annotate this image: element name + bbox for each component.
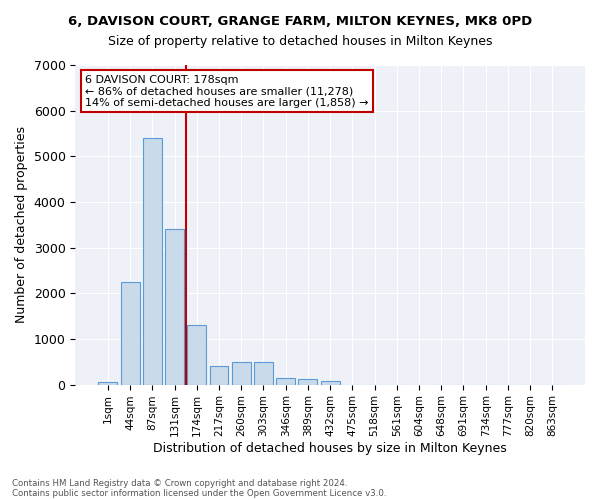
Text: Contains public sector information licensed under the Open Government Licence v3: Contains public sector information licen… <box>12 488 386 498</box>
Bar <box>298 379 317 384</box>
Bar <box>276 378 295 384</box>
Text: Contains HM Land Registry data © Crown copyright and database right 2024.: Contains HM Land Registry data © Crown c… <box>12 478 347 488</box>
Bar <box>165 230 184 384</box>
Bar <box>187 325 206 384</box>
Text: 6, DAVISON COURT, GRANGE FARM, MILTON KEYNES, MK8 0PD: 6, DAVISON COURT, GRANGE FARM, MILTON KE… <box>68 15 532 28</box>
Y-axis label: Number of detached properties: Number of detached properties <box>15 126 28 324</box>
Bar <box>143 138 162 384</box>
Bar <box>209 366 229 384</box>
Text: Size of property relative to detached houses in Milton Keynes: Size of property relative to detached ho… <box>108 35 492 48</box>
X-axis label: Distribution of detached houses by size in Milton Keynes: Distribution of detached houses by size … <box>153 442 507 455</box>
Bar <box>254 362 273 384</box>
Bar <box>98 382 118 384</box>
Bar <box>232 362 251 384</box>
Bar <box>121 282 140 384</box>
Bar <box>320 381 340 384</box>
Text: 6 DAVISON COURT: 178sqm
← 86% of detached houses are smaller (11,278)
14% of sem: 6 DAVISON COURT: 178sqm ← 86% of detache… <box>85 74 369 108</box>
